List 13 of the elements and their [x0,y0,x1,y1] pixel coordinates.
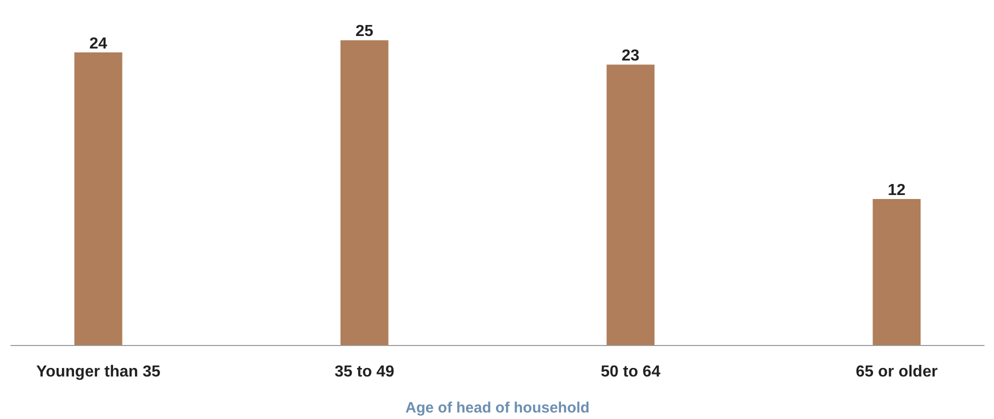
x-tick-label: 65 or older [856,364,938,380]
x-tick-label: Younger than 35 [36,364,161,380]
bar [340,40,388,346]
x-tick-label: 50 to 64 [600,364,660,380]
bar [872,198,921,346]
x-tick-label: 35 to 49 [334,364,394,380]
data-label: 24 [89,35,108,52]
bar [74,52,122,346]
bar [606,64,655,346]
data-label: 25 [356,23,374,40]
x-axis-title: Age of head of household [405,400,590,416]
data-label: 12 [888,182,906,199]
data-label: 23 [622,48,640,65]
